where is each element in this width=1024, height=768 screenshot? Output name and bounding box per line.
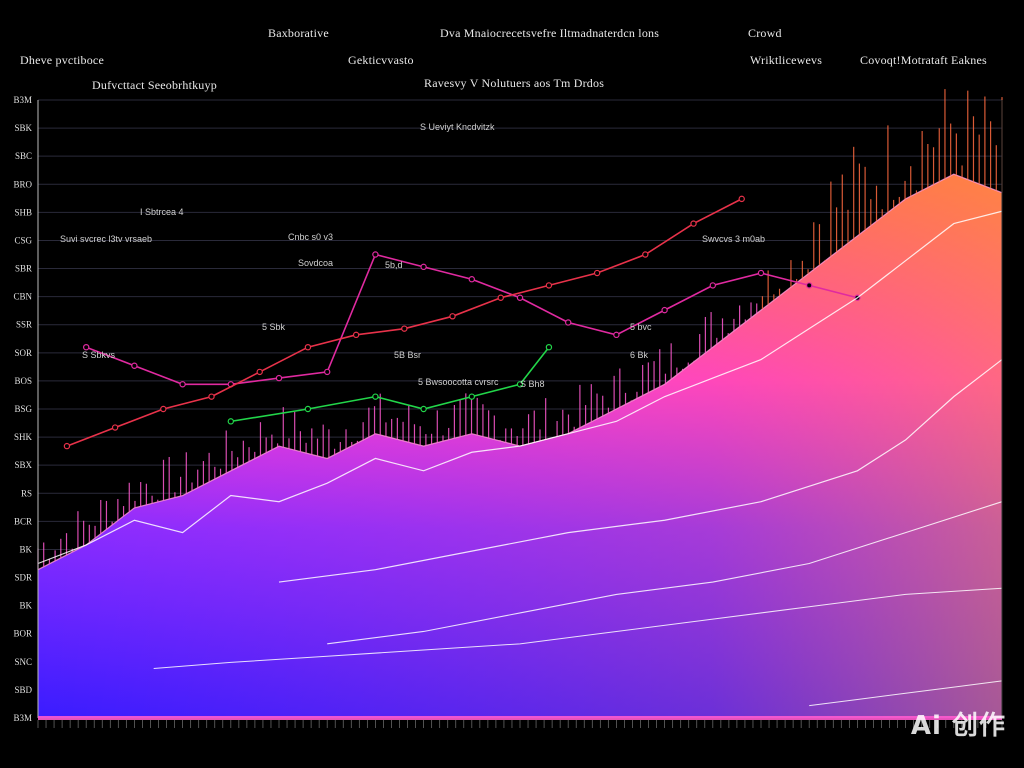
series-line-8 xyxy=(809,680,1003,707)
header-label-2: Dva Mnaiocrecetsvefre Iltmadnaterdcn lon… xyxy=(440,26,660,40)
series-line-3 xyxy=(230,346,550,423)
series-1-point xyxy=(661,306,668,314)
y-tick-label: SBR xyxy=(15,264,32,274)
series-3-point xyxy=(304,405,312,413)
series-2-point xyxy=(352,331,360,339)
series-1-point xyxy=(613,331,620,339)
series-1-point xyxy=(806,282,813,289)
watermark-logo: Ai 创作 xyxy=(910,711,1006,741)
annotation-label: S Bh8 xyxy=(520,379,545,389)
y-tick-label: SHB xyxy=(14,207,32,217)
annotation-label: Swvcvs 3 m0ab xyxy=(702,234,765,244)
y-tick-label: SDR xyxy=(14,573,32,583)
y-tick-label: SSR xyxy=(16,320,32,330)
series-1-point xyxy=(179,381,186,388)
y-tick-label: SNC xyxy=(14,657,32,667)
series-2-point xyxy=(690,220,697,227)
series-line-5 xyxy=(278,359,1003,583)
header-label-7: Covoqt!Motrataft Eaknes xyxy=(860,53,987,67)
y-tick-label: BK xyxy=(19,544,32,554)
series-line-4 xyxy=(37,210,1003,565)
series-2-point xyxy=(208,393,215,400)
y-tick-label: CBN xyxy=(13,292,32,302)
y-tick-label: SHK xyxy=(14,432,33,442)
header-label-9: Ravesvy V Nolutuers aos Tm Drdos xyxy=(424,76,605,90)
y-tick-label: SOR xyxy=(14,348,32,358)
annotation-label: 6 Bk xyxy=(630,350,649,360)
y-tick-label: B3M xyxy=(13,95,32,105)
header-label-4: Dheve pvctiboce xyxy=(20,53,104,67)
series-1-point xyxy=(82,344,90,351)
series-2-point xyxy=(63,442,71,450)
annotation-label: 5b,d xyxy=(385,260,403,270)
y-tick-label: SBD xyxy=(14,685,32,695)
y-tick-label: B3M xyxy=(13,713,32,723)
series-3-point xyxy=(227,418,234,425)
annotation-label: Sovdcoa xyxy=(298,258,333,268)
y-tick-labels: B3M SBK SBC BRO SHB CSG SBR CBN SSR SOR BOS BSG SHK S… xyxy=(13,95,32,723)
header-label-5: Gekticvvasto xyxy=(348,53,414,67)
series-1-point xyxy=(757,269,765,277)
series-2-point xyxy=(256,368,263,376)
series-2-point xyxy=(738,195,745,203)
y-tick-label: CSG xyxy=(14,235,32,245)
series-2-point xyxy=(304,344,312,351)
series-line-7 xyxy=(153,587,1003,670)
series-2-point xyxy=(642,251,649,258)
series-1-point xyxy=(275,374,283,382)
annotation-label: I Sbtrcea 4 xyxy=(140,207,184,217)
series-1-point xyxy=(516,294,524,301)
annotation-label: 5 Bwsoocotta cvrsrc xyxy=(418,377,499,387)
annotation-label: 5B Bsr xyxy=(394,350,421,360)
series-2-point xyxy=(545,282,553,289)
y-tick-label: SBK xyxy=(14,123,32,133)
series-2-point xyxy=(449,313,456,320)
series-2-point xyxy=(160,405,167,413)
series-3-point xyxy=(372,393,379,400)
header-label-1: Baxborative xyxy=(268,26,329,40)
series-3-point xyxy=(545,344,553,351)
series-2-point xyxy=(401,325,408,332)
series-1-point xyxy=(420,263,427,271)
y-tick-label: BOS xyxy=(14,376,32,386)
area-spikes xyxy=(37,89,1003,570)
series-1-point xyxy=(372,251,379,258)
y-tick-label: BRO xyxy=(13,179,32,189)
series-1-point xyxy=(565,319,572,326)
annotation-label: 5 bvc xyxy=(630,322,652,332)
annotation-label: 5 Sbk xyxy=(262,322,286,332)
series-1-point xyxy=(324,368,331,376)
series-3-point xyxy=(516,381,524,388)
y-tick-label: BSG xyxy=(14,404,32,414)
series-3-point xyxy=(468,393,475,400)
annotation-label: S Sbkvs xyxy=(82,350,116,360)
y-tick-label: RS xyxy=(21,488,32,498)
series-line-6 xyxy=(327,501,1003,645)
y-tick-label: SBC xyxy=(15,151,32,161)
annotation-label: Suvi svcrec l3tv vrsaeb xyxy=(60,234,152,244)
series-2-point xyxy=(593,269,601,277)
header-label-8: Dufvcttact Seeobrhtkuyp xyxy=(92,78,217,92)
annotation-label: S Ueviyt Kncdvitzk xyxy=(420,122,495,132)
annotations: S Ueviyt Kncdvitzk I Sbtrcea 4 Suvi svcrec… xyxy=(60,122,765,389)
header-label-6: Wriktlicewevs xyxy=(750,53,823,67)
axes xyxy=(37,100,1003,728)
annotation-label: Cnbc s0 v3 xyxy=(288,232,333,242)
series-1-point xyxy=(131,362,138,369)
y-tick-label: BCR xyxy=(14,516,32,526)
line-series xyxy=(37,195,1003,707)
header-label-3: Crowd xyxy=(748,26,782,40)
series-2-point xyxy=(111,424,119,431)
y-tick-label: BOR xyxy=(13,629,32,639)
y-tick-label: SBX xyxy=(14,460,32,470)
series-1-point xyxy=(468,276,475,283)
series-2-point xyxy=(497,294,504,301)
series-1-point xyxy=(709,282,717,289)
y-tick-label: BK xyxy=(19,601,32,611)
series-3-point xyxy=(420,405,427,413)
